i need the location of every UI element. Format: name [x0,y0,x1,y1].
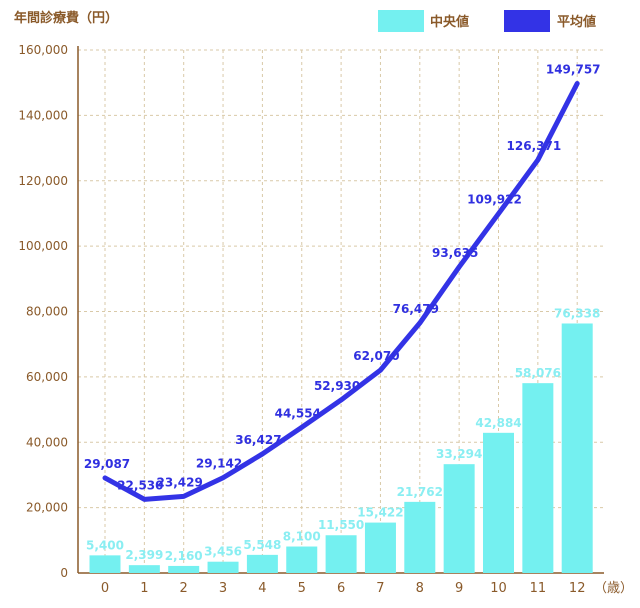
bar-value-label: 33,294 [436,447,482,461]
line-point [299,425,304,430]
line-value-label: 23,429 [157,475,203,489]
line-value-label: 126,371 [507,139,562,153]
legend-swatch-median [378,10,424,32]
x-tick-label: 9 [455,581,463,596]
line-value-label: 149,757 [546,62,601,76]
line-point [221,475,226,480]
x-tick-label: 5 [298,581,306,596]
line-point [575,81,580,86]
line-value-label: 29,142 [196,457,242,471]
bar-value-label: 76,338 [554,306,600,320]
x-tick-label: 10 [490,581,507,596]
bar-value-label: 21,762 [397,485,443,499]
bar-value-label: 2,160 [165,549,203,563]
line-point [378,368,383,373]
legend-label-mean: 平均値 [557,14,596,30]
bar-value-label: 15,422 [357,506,403,520]
line-value-label: 36,427 [235,433,281,447]
bar-value-label: 3,456 [204,545,242,559]
y-tick-label: 0 [60,566,68,580]
bar [286,546,318,573]
x-axis-unit: （歳） [594,581,633,596]
bar-value-label: 11,550 [318,518,364,532]
line-value-label: 44,554 [275,406,321,420]
x-tick-label: 6 [337,581,345,596]
bar [561,323,593,573]
line-value-label: 93,635 [432,246,478,260]
bar [207,561,239,573]
bar-series [89,323,593,573]
line-value-label: 109,922 [467,193,522,207]
line-point [417,321,422,326]
y-tick-label: 40,000 [26,435,68,449]
line-point [535,157,540,162]
bar [246,554,278,573]
line-point [142,497,147,502]
x-tick-label: 2 [180,581,188,596]
legend-label-median: 中央値 [430,14,469,30]
line-point [496,211,501,216]
line-point [339,397,344,402]
bar-value-label: 5,548 [243,538,281,552]
line-point [103,475,107,480]
bar [443,464,475,573]
bar-value-label: 5,400 [86,538,124,552]
y-tick-label: 20,000 [26,501,68,515]
y-tick-label: 120,000 [18,174,68,188]
x-tick-label: 7 [376,581,384,596]
y-tick-label: 140,000 [18,108,68,122]
bar [325,535,357,573]
line-point [181,494,186,499]
line-value-label: 76,479 [393,302,439,316]
y-axis-title: 年間診療費（円） [14,10,118,26]
line-value-label: 29,087 [84,457,130,471]
bar [89,555,121,573]
bar [522,383,554,573]
line-point [260,451,265,456]
x-tick-label: 12 [569,581,586,596]
legend-swatch-mean [504,10,550,32]
bar [364,522,396,573]
bar [168,565,200,573]
line-value-label: 52,930 [314,379,360,393]
bar [128,565,160,573]
x-tick-label: 0 [101,581,109,596]
x-tick-label: 11 [530,581,547,596]
line-series [102,80,580,502]
y-tick-label: 80,000 [26,305,68,319]
bar-value-label: 58,076 [515,366,561,380]
line-value-label: 22,530 [117,478,163,492]
x-tick-label: 3 [219,581,227,596]
legend: 中央値 平均値 [378,10,596,32]
y-tick-label: 100,000 [18,239,68,253]
line-point [457,264,462,269]
x-tick-label: 8 [416,581,424,596]
y-tick-label: 160,000 [18,43,68,57]
bar-value-label: 8,100 [283,530,321,544]
bar-value-label: 42,884 [475,416,521,430]
x-tick-label: 4 [258,581,266,596]
bar [483,432,514,573]
y-tick-label: 60,000 [26,370,68,384]
x-tick-label: 1 [140,581,148,596]
bar-value-label: 2,399 [125,548,163,562]
grid-layer [78,49,604,573]
line-value-label: 62,070 [353,349,399,363]
axis-layer: 0 20,000 40,000 60,000 80,000 100,000 120,000 1… [18,43,604,596]
bar [404,501,436,573]
